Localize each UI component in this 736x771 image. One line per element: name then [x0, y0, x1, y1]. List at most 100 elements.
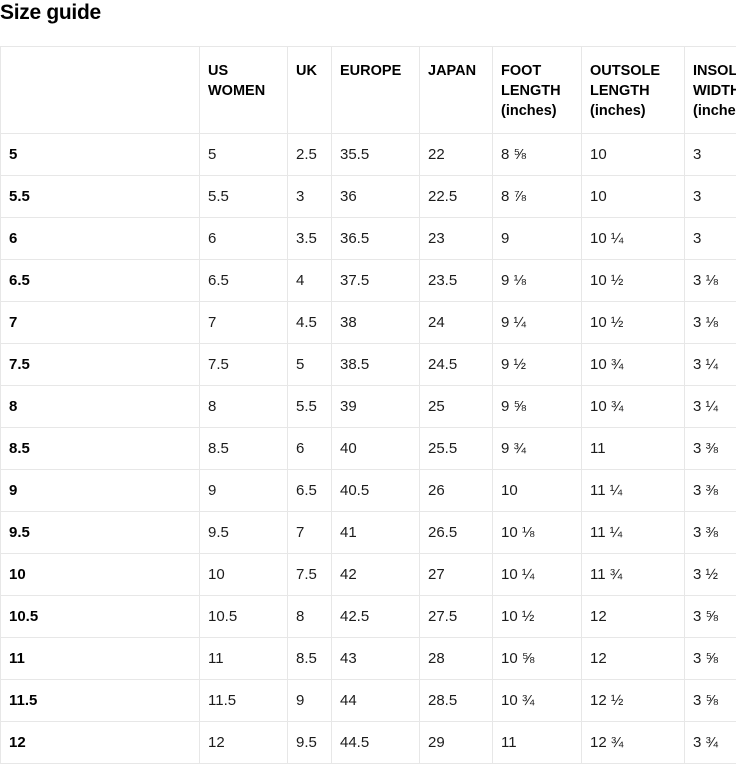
table-cell: 27: [419, 553, 493, 596]
table-cell: 9: [492, 217, 582, 260]
table-cell: 8: [287, 595, 332, 638]
table-cell: 5: [199, 133, 288, 176]
table-cell: 3 ⅝: [684, 637, 736, 680]
row-size-label: 12: [0, 721, 200, 764]
table-cell: 10 ⅝: [492, 637, 582, 680]
table-cell: 26: [419, 469, 493, 512]
table-cell: 3 ⅜: [684, 427, 736, 470]
table-cell: 10 ¾: [492, 679, 582, 722]
table-cell: 44.5: [331, 721, 420, 764]
table-cell: 3: [684, 175, 736, 218]
table-cell: 6: [199, 217, 288, 260]
row-size-label: 7.5: [0, 343, 200, 386]
table-cell: 37.5: [331, 259, 420, 302]
table-cell: 11 ¼: [581, 469, 685, 512]
row-size-label: 8.5: [0, 427, 200, 470]
table-cell: 36.5: [331, 217, 420, 260]
row-size-label: 10: [0, 553, 200, 596]
table-cell: 3 ¼: [684, 385, 736, 428]
table-cell: 12: [581, 637, 685, 680]
table-header: US WOMEN UK EUROPE JAPAN FOOT LENGTH (inches…: [0, 46, 736, 134]
table-cell: 10 ½: [581, 301, 685, 344]
table-cell: 10 ½: [492, 595, 582, 638]
table-cell: 5.5: [199, 175, 288, 218]
table-cell: 10: [199, 553, 288, 596]
row-size-label: 6: [0, 217, 200, 260]
table-cell: 28: [419, 637, 493, 680]
table-cell: 7.5: [287, 553, 332, 596]
table-cell: 10 ¼: [492, 553, 582, 596]
header-row: US WOMEN UK EUROPE JAPAN FOOT LENGTH (inches…: [0, 46, 736, 134]
table-cell: 44: [331, 679, 420, 722]
table-cell: 8.5: [287, 637, 332, 680]
row-size-label: 6.5: [0, 259, 200, 302]
table-cell: 3 ¾: [684, 721, 736, 764]
table-cell: 11.5: [199, 679, 288, 722]
table-cell: 3: [684, 133, 736, 176]
column-header: US WOMEN: [199, 46, 288, 134]
table-cell: 9 ¼: [492, 301, 582, 344]
table-cell: 6: [287, 427, 332, 470]
table-cell: 5.5: [287, 385, 332, 428]
table-cell: 9: [199, 469, 288, 512]
table-cell: 3 ⅝: [684, 595, 736, 638]
table-cell: 9 ⅛: [492, 259, 582, 302]
table-cell: 41: [331, 511, 420, 554]
table-cell: 3: [684, 217, 736, 260]
table-cell: 3 ¼: [684, 343, 736, 386]
table-cell: 40: [331, 427, 420, 470]
table-cell: 12: [581, 595, 685, 638]
row-size-label: 10.5: [0, 595, 200, 638]
row-size-label: 7: [0, 301, 200, 344]
table-cell: 11 ¾: [581, 553, 685, 596]
table-cell: 8 ⅞: [492, 175, 582, 218]
column-header: UK: [287, 46, 332, 134]
table-cell: 36: [331, 175, 420, 218]
table-cell: 9: [287, 679, 332, 722]
table-cell: 7: [199, 301, 288, 344]
table-cell: 38: [331, 301, 420, 344]
table-cell: 12 ½: [581, 679, 685, 722]
table-cell: 4: [287, 259, 332, 302]
table-cell: 8 ⅝: [492, 133, 582, 176]
table-cell: 3 ⅜: [684, 511, 736, 554]
table-cell: 43: [331, 637, 420, 680]
size-table-container: US WOMEN UK EUROPE JAPAN FOOT LENGTH (inches…: [0, 46, 736, 764]
table-cell: 3 ½: [684, 553, 736, 596]
table-row: 8.5 8.5 6 40 25.5 9 ¾ 11 3 ⅜: [0, 427, 736, 470]
size-guide-table: US WOMEN UK EUROPE JAPAN FOOT LENGTH (inches…: [0, 46, 736, 764]
table-cell: 38.5: [331, 343, 420, 386]
table-cell: 3: [287, 175, 332, 218]
table-cell: 27.5: [419, 595, 493, 638]
table-cell: 12 ¾: [581, 721, 685, 764]
column-header: INSOLE WIDTH (inches): [684, 46, 736, 134]
table-cell: 7.5: [199, 343, 288, 386]
page-title: Size guide: [0, 1, 101, 24]
table-cell: 2.5: [287, 133, 332, 176]
table-cell: 4.5: [287, 301, 332, 344]
table-cell: 29: [419, 721, 493, 764]
table-cell: 3 ⅛: [684, 301, 736, 344]
row-size-label: 11.5: [0, 679, 200, 722]
table-cell: 8: [199, 385, 288, 428]
corner-header-cell: [0, 46, 200, 134]
table-cell: 6.5: [287, 469, 332, 512]
table-cell: 12: [199, 721, 288, 764]
table-cell: 9.5: [199, 511, 288, 554]
table-cell: 9 ¾: [492, 427, 582, 470]
row-size-label: 8: [0, 385, 200, 428]
table-cell: 25: [419, 385, 493, 428]
table-cell: 22: [419, 133, 493, 176]
table-cell: 11: [492, 721, 582, 764]
table-cell: 24: [419, 301, 493, 344]
row-size-label: 11: [0, 637, 200, 680]
table-cell: 3 ⅜: [684, 469, 736, 512]
table-cell: 10 ½: [581, 259, 685, 302]
